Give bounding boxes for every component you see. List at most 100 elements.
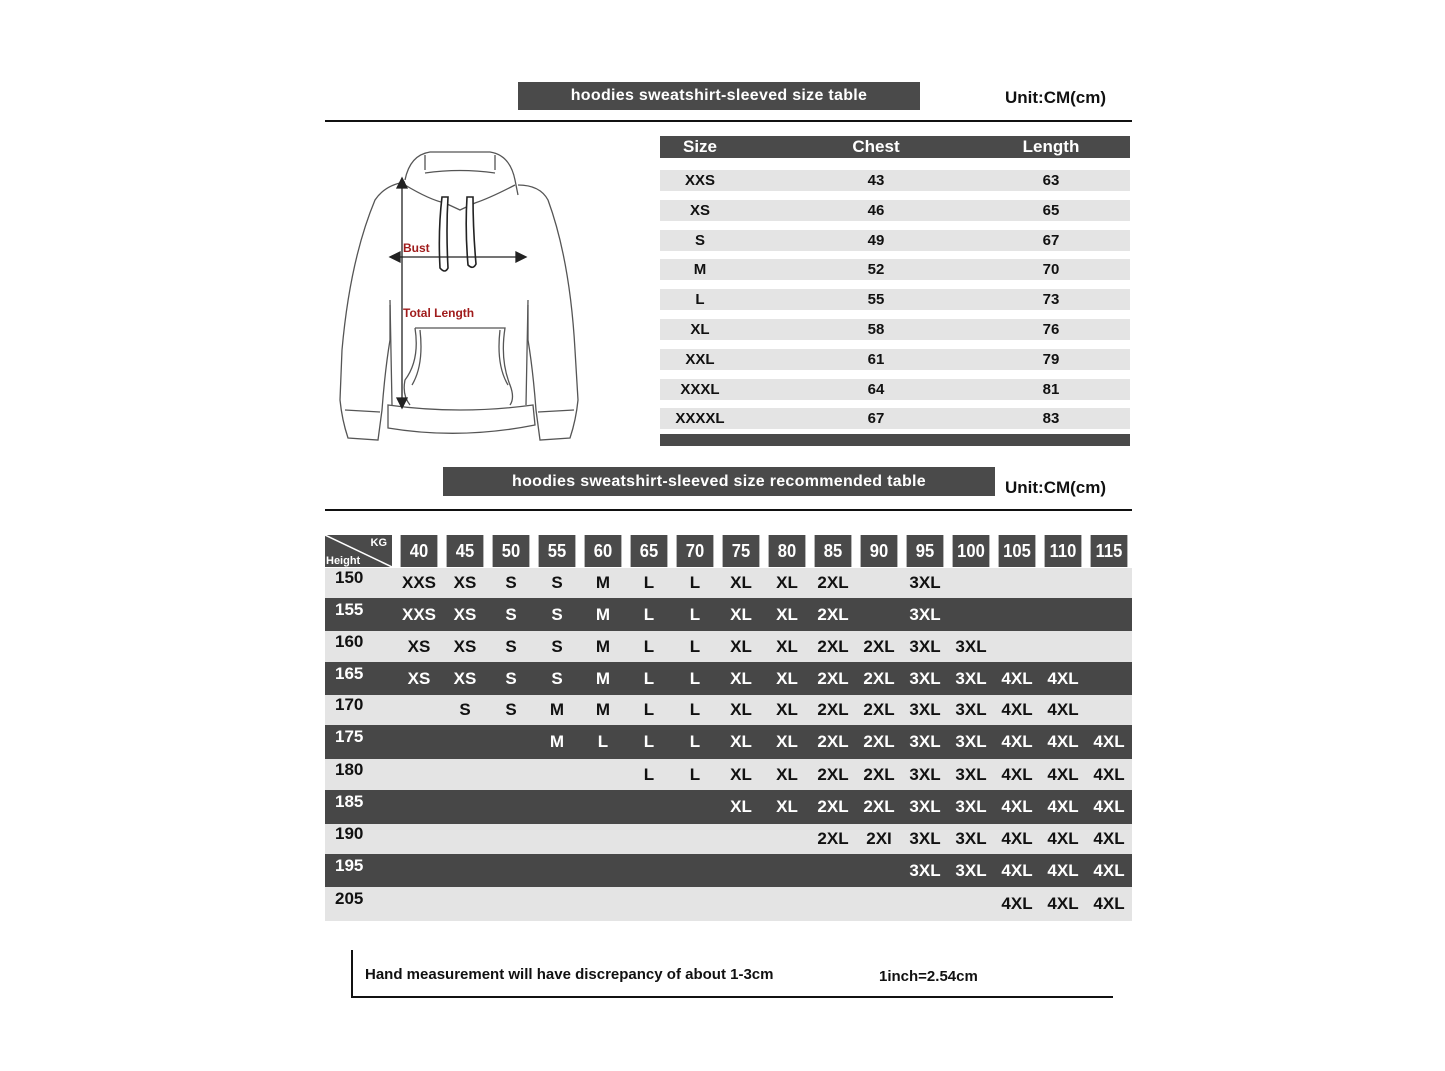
size-cell: XS	[689, 201, 711, 219]
size-cell: M	[693, 261, 707, 279]
size-recommendation-cell: M	[595, 637, 611, 656]
height-cell: 175	[335, 727, 364, 746]
size-recommendation-cell: M	[595, 605, 611, 624]
size-recommendation-cell: M	[595, 700, 611, 719]
size-recommendation-cell: 4XL	[1001, 797, 1033, 816]
size-cell: XXXXL	[675, 410, 725, 428]
recommended-row: 205 4XL 4XL 4XL	[325, 887, 1132, 921]
size-recommendation-cell: 2XL	[817, 573, 849, 592]
size-recommendation-cell: L	[689, 700, 701, 719]
weight-header-cell: 115	[1090, 535, 1128, 567]
length-cell: 81	[1042, 380, 1060, 398]
length-cell: 73	[1042, 291, 1060, 309]
size-recommendation-cell: M	[549, 732, 565, 751]
size-recommendation-cell: 2XL	[817, 605, 849, 624]
recommended-row: 155 XXS XS S S M L L XL XL 2XL 3XL	[325, 598, 1132, 631]
size-table-row: M 52 70	[660, 259, 1130, 281]
size-recommendation-cell: 4XL	[1001, 765, 1033, 784]
size-recommendation-cell: 4XL	[1047, 765, 1079, 784]
weight-header-cell: 100	[952, 535, 990, 567]
hoodie-diagram	[339, 151, 579, 441]
size-recommendation-cell: L	[689, 605, 701, 624]
size-recommendation-cell: 4XL	[1047, 732, 1079, 751]
footer-bracket	[351, 950, 353, 998]
size-cell: XXXL	[680, 380, 720, 398]
size-recommendation-cell: 4XL	[1001, 894, 1033, 913]
weight-header-cell: 80	[768, 535, 806, 567]
column-header-length: Length	[1022, 137, 1080, 156]
corner-height-label: Height	[326, 555, 361, 567]
height-cell: 195	[335, 856, 364, 875]
size-recommendation-cell: 2XL	[863, 700, 895, 719]
size-recommendation-cell: 3XL	[909, 637, 941, 656]
size-recommendation-cell: S	[551, 669, 563, 688]
height-cell: 155	[335, 600, 364, 619]
size-recommendation-cell: 4XL	[1047, 829, 1079, 848]
size-recommendation-cell: S	[459, 700, 471, 719]
size-recommendation-cell: 2XL	[817, 637, 849, 656]
length-cell: 76	[1042, 321, 1060, 338]
size-recommendation-cell: 4XL	[1093, 829, 1125, 848]
length-cell: 65	[1042, 201, 1060, 219]
size-recommendation-cell: 4XL	[1047, 797, 1079, 816]
size-recommendation-cell: L	[597, 732, 609, 751]
length-cell: 67	[1042, 231, 1060, 249]
size-recommendation-cell: 3XL	[909, 573, 941, 592]
size-recommendation-cell: S	[551, 605, 563, 624]
size-recommendation-cell: 3XL	[909, 700, 941, 719]
size-recommendation-cell: 4XL	[1093, 797, 1125, 816]
size-recommendation-cell: 3XL	[909, 765, 941, 784]
size-recommendation-cell: 2XL	[817, 732, 849, 751]
size-recommendation-cell: 4XL	[1093, 732, 1125, 751]
size-recommendation-cell: 4XL	[1047, 894, 1079, 913]
column-header-chest: Chest	[852, 137, 900, 156]
size-recommendation-cell: 3XL	[909, 861, 941, 880]
size-recommendation-cell: L	[643, 700, 655, 719]
size-recommendation-cell: S	[505, 669, 517, 688]
size-recommendation-cell: 2XL	[863, 669, 895, 688]
size-recommendation-cell: 4XL	[1093, 861, 1125, 880]
size-cell: XL	[690, 321, 710, 338]
size-table-row: XXL 61 79	[660, 348, 1130, 370]
size-table-header: Size Chest Length	[660, 136, 1130, 158]
height-cell: 160	[335, 632, 364, 651]
size-recommendation-cell: M	[595, 573, 611, 592]
size-recommendation-cell: 3XL	[955, 861, 987, 880]
recommended-row: 160 XS XS S S M L L XL XL 2XL 2XL 3XL 3XL	[325, 631, 1132, 662]
size-recommendation-cell: 3XL	[955, 669, 987, 688]
size-recommendation-cell: 4XL	[1047, 861, 1079, 880]
height-cell: 205	[335, 889, 364, 908]
size-recommendation-cell: L	[643, 669, 655, 688]
bust-label: Bust	[403, 241, 430, 255]
size-recommendation-cell: XL	[730, 669, 752, 688]
size-table-row: XXXL 64 81	[660, 378, 1130, 400]
length-cell: 83	[1042, 410, 1060, 428]
recommended-row: 175 M L L L XL XL 2XL 2XL 3XL 3XL 4XL 4XL 4XL	[325, 725, 1132, 759]
size-recommendation-cell: 3XL	[955, 700, 987, 719]
size-recommendation-cell: 4XL	[1001, 732, 1033, 751]
recommended-row: 190 2XL 2XI 3XL 3XL 4XL 4XL 4XL	[325, 824, 1132, 854]
size-cell: L	[695, 291, 705, 309]
chest-cell: 64	[867, 380, 885, 398]
size-recommendation-cell: XL	[730, 732, 752, 751]
size-cell: S	[694, 231, 706, 249]
size-table-row: XXXXL 67 83	[660, 408, 1130, 430]
chest-cell: 61	[867, 350, 885, 368]
size-recommendation-cell: 4XL	[1047, 669, 1079, 688]
size-recommendation-cell: XL	[776, 573, 798, 592]
size-recommendation-cell: 2XL	[817, 700, 849, 719]
size-recommendation-cell: XS	[453, 605, 477, 624]
size-recommendation-cell: XXS	[401, 573, 437, 592]
size-recommendation-cell: M	[595, 669, 611, 688]
size-recommendation-cell: 4XL	[1001, 829, 1033, 848]
size-recommendation-cell: L	[643, 765, 655, 784]
weight-header-cell: 85	[814, 535, 852, 567]
recommended-row: 150 XXS XS S S M L L XL XL 2XL 3XL	[325, 568, 1132, 598]
size-recommendation-cell: XL	[730, 797, 752, 816]
weight-header-cell: 90	[860, 535, 898, 567]
size-recommendation-cell: 4XL	[1001, 700, 1033, 719]
size-recommendation-cell: 2XL	[817, 797, 849, 816]
chest-cell: 58	[867, 321, 885, 338]
size-recommendation-cell: L	[689, 637, 701, 656]
diagonal-divider	[325, 535, 392, 567]
